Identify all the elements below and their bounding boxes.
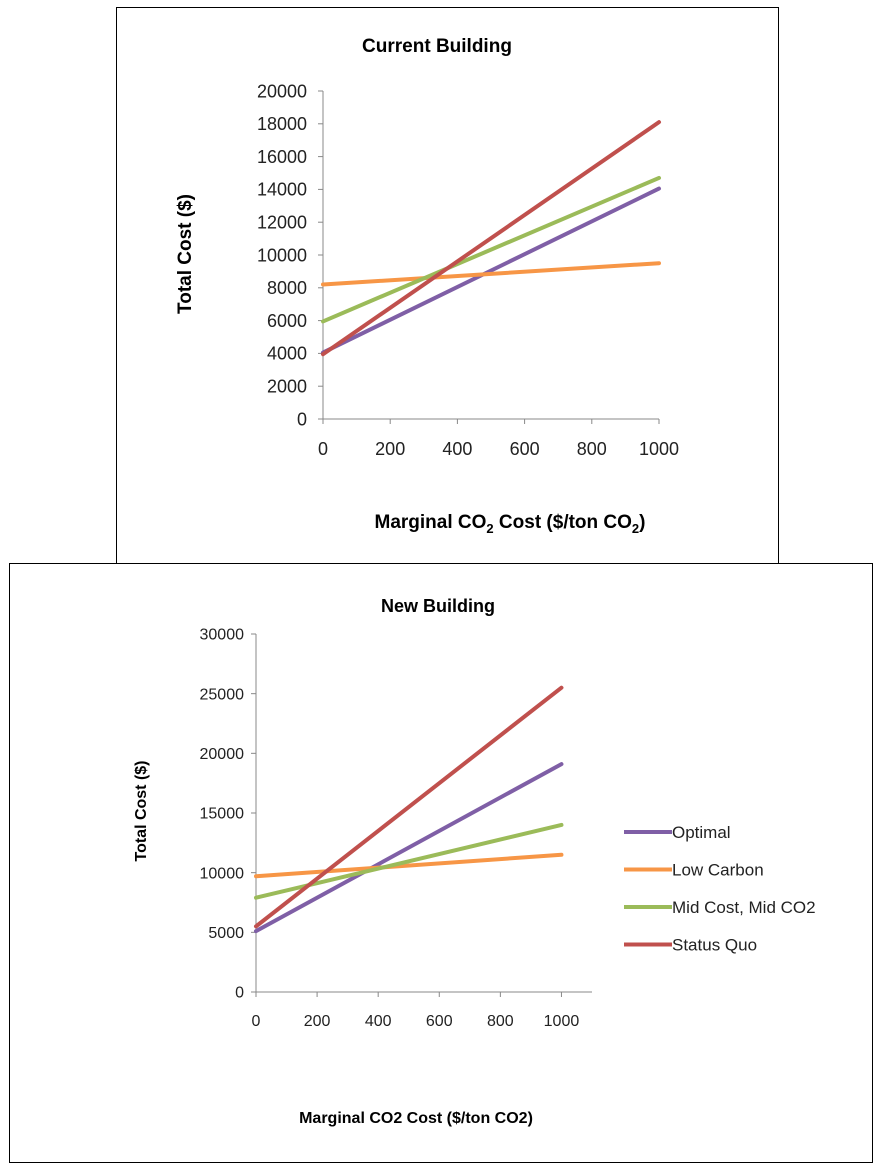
current-building-chart-panel	[116, 7, 779, 567]
y-axis-label: Total Cost ($)	[175, 194, 196, 314]
y-tick-label: 5000	[208, 925, 244, 942]
x-tick-label: 400	[442, 439, 472, 459]
series-line	[254, 762, 564, 934]
y-tick-label: 20000	[200, 746, 245, 763]
x-axis-label-subscript: 2	[632, 521, 639, 536]
chart-title: New Building	[381, 596, 495, 616]
series-line	[321, 261, 661, 287]
legend-label: Low Carbon	[672, 861, 764, 880]
x-tick-label: 200	[304, 1013, 331, 1030]
x-tick-label: 0	[252, 1013, 261, 1030]
y-tick-label: 10000	[200, 865, 245, 882]
y-tick-label: 18000	[257, 114, 307, 134]
x-tick-label: 400	[365, 1013, 392, 1030]
y-tick-label: 12000	[257, 213, 307, 233]
x-axis-label-subscript: 2	[486, 521, 493, 536]
y-tick-label: 16000	[257, 147, 307, 167]
y-tick-label: 14000	[257, 180, 307, 200]
chart-title: Current Building	[362, 36, 512, 57]
x-axis-label: Marginal CO2 Cost ($/ton CO2)	[375, 512, 646, 536]
y-tick-label: 10000	[257, 245, 307, 265]
y-tick-label: 20000	[257, 81, 307, 101]
series-line	[254, 685, 564, 929]
series-line	[254, 852, 564, 879]
x-tick-label: 800	[577, 439, 607, 459]
y-tick-label: 25000	[200, 686, 245, 703]
y-tick-label: 30000	[200, 627, 245, 644]
x-tick-label: 200	[375, 439, 405, 459]
x-axis-label-part: Cost ($/ton CO	[494, 512, 632, 533]
legend-label: Mid Cost, Mid CO2	[672, 898, 816, 917]
x-tick-label: 0	[318, 439, 328, 459]
series-line	[254, 822, 564, 900]
series-line	[321, 175, 661, 324]
x-axis-label-part: Marginal CO	[375, 512, 487, 533]
legend-label: Status Quo	[672, 936, 757, 955]
y-tick-label: 2000	[267, 377, 307, 397]
y-axis-label: Total Cost ($)	[133, 760, 150, 861]
y-tick-label: 8000	[267, 278, 307, 298]
x-tick-label: 800	[487, 1013, 514, 1030]
x-tick-label: 1000	[544, 1013, 580, 1030]
series-line	[321, 120, 661, 357]
legend-label: Optimal	[672, 823, 731, 842]
x-axis-label-part: )	[639, 512, 645, 533]
y-tick-label: 4000	[267, 344, 307, 364]
x-axis-label: Marginal CO2 Cost ($/ton CO2)	[299, 1110, 533, 1127]
x-tick-label: 600	[426, 1013, 453, 1030]
y-tick-label: 0	[235, 985, 244, 1002]
y-tick-label: 0	[297, 409, 307, 429]
series-line	[321, 186, 661, 355]
x-tick-label: 1000	[639, 439, 679, 459]
x-tick-label: 600	[510, 439, 540, 459]
y-tick-label: 15000	[200, 806, 245, 823]
y-tick-label: 6000	[267, 311, 307, 331]
